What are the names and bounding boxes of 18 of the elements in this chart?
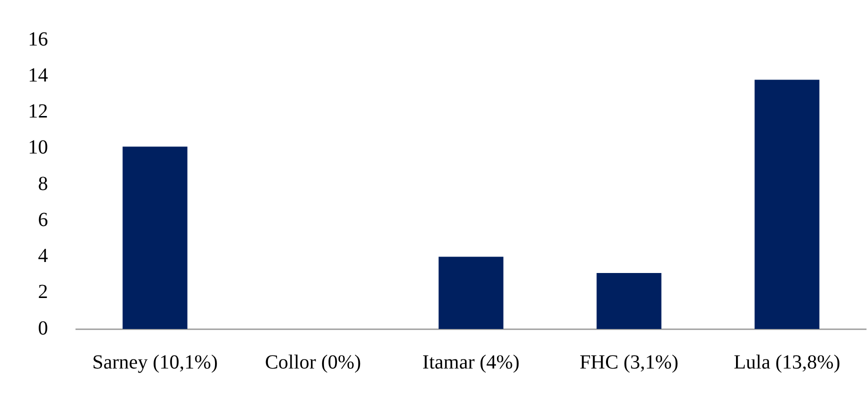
y-tick-label: 12 [28,100,48,122]
y-tick-label: 2 [38,281,48,304]
bar [754,80,820,329]
y-tick-label: 14 [28,64,48,86]
bar [122,146,188,329]
x-tick-label: Itamar (4%) [422,351,520,374]
y-tick-label: 16 [28,28,48,50]
x-tick-label: Lula (13,8%) [734,351,840,374]
bar [438,256,504,329]
x-tick-label: Sarney (10,1%) [92,351,218,374]
x-tick-label: Collor (0%) [264,351,362,374]
y-tick-label: 6 [38,208,48,231]
x-tick-label: FHC (3,1%) [580,351,678,374]
y-tick-label: 8 [38,172,48,195]
y-tick-label: 10 [28,136,48,159]
y-tick-label: 0 [38,317,48,340]
bar [596,273,662,329]
y-tick-label: 4 [38,245,48,267]
